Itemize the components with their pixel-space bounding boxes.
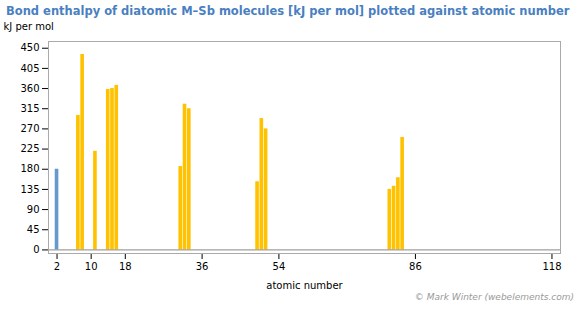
- svg-text:180: 180: [20, 163, 39, 174]
- svg-text:90: 90: [27, 204, 40, 215]
- svg-text:315: 315: [20, 103, 39, 114]
- svg-text:36: 36: [196, 261, 209, 272]
- html-text:© Mark Winter (webelements.com: © Mark Winter (webelements.com): [414, 292, 574, 302]
- svg-text:54: 54: [273, 261, 286, 272]
- svg-text:118: 118: [542, 261, 561, 272]
- svg-text:atomic number: atomic number: [266, 280, 343, 291]
- svg-text:18: 18: [119, 261, 132, 272]
- svg-text:135: 135: [20, 184, 39, 195]
- svg-text:86: 86: [409, 261, 422, 272]
- svg-text:360: 360: [20, 83, 39, 94]
- svg-text:450: 450: [20, 42, 39, 53]
- svg-text:270: 270: [20, 123, 39, 134]
- svg-text:45: 45: [27, 224, 40, 235]
- svg-text:kJ per mol: kJ per mol: [4, 21, 54, 32]
- html-text:Bond enthalpy of diatomic M–Sb: Bond enthalpy of diatomic M–Sb molecules…: [6, 4, 570, 18]
- svg-text:10: 10: [85, 261, 98, 272]
- svg-text:2: 2: [54, 261, 60, 272]
- svg-text:405: 405: [20, 63, 39, 74]
- svg-text:225: 225: [20, 143, 39, 154]
- svg-text:0: 0: [33, 244, 39, 255]
